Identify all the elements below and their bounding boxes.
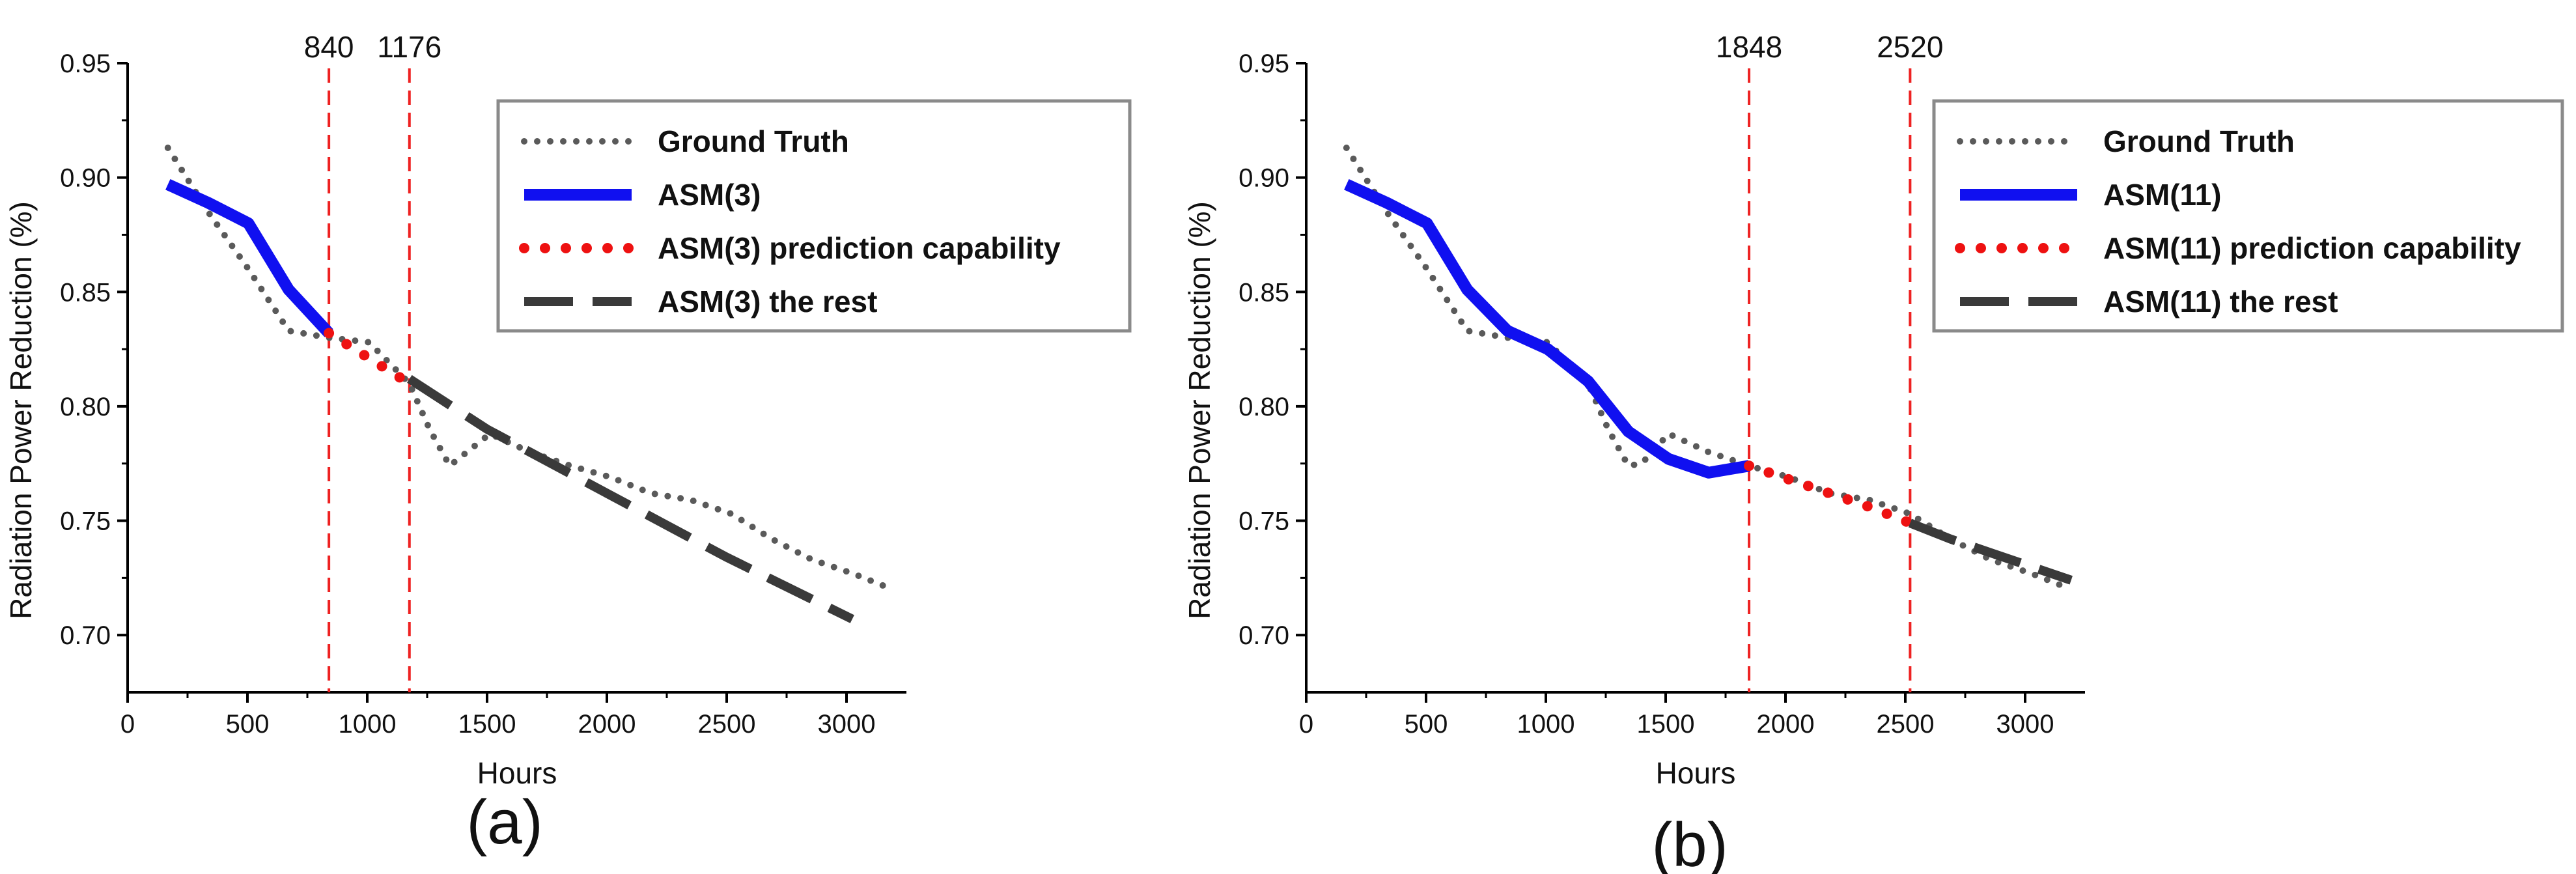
y-tick-label: 0.75 [60, 507, 111, 536]
series-line-dotted-red [324, 328, 415, 389]
series-line-dashed-dark [406, 374, 854, 623]
x-tick-label: 2500 [698, 710, 756, 739]
legend-label: Ground Truth [2103, 124, 2295, 158]
series-line-solid-blue [165, 179, 333, 337]
y-tick-label: 0.70 [60, 621, 111, 650]
x-tick-label: 0 [1299, 710, 1313, 739]
chart-a: 0 500 1000 1500 2000 2500 3000 0.70 0.75 0.80 0.85… [4, 30, 1132, 857]
panel-label: (b) [1651, 810, 1728, 874]
reference-line-label: 840 [304, 30, 354, 64]
series-line-dotted-red [1744, 460, 1916, 529]
reference-line-label: 2520 [1877, 30, 1943, 64]
reference-line-label: 1176 [377, 30, 441, 64]
x-tick-label: 3000 [1996, 710, 2054, 739]
series-line-dotted-gray [164, 145, 896, 593]
y-axis-title: Radiation Power Reduction (%) [1183, 201, 1216, 619]
x-axis-title: Hours [477, 756, 557, 790]
y-tick-label: 0.90 [1239, 164, 1289, 193]
x-tick-label: 500 [1405, 710, 1448, 739]
x-tick-label: 2000 [1757, 710, 1815, 739]
legend-label: ASM(11) the rest [2103, 285, 2338, 318]
y-tick-label: 0.95 [1239, 49, 1289, 78]
chart-b: 0 500 1000 1500 2000 2500 3000 0.70 0.75 0.80 0.85… [1183, 30, 2564, 874]
legend-label: ASM(11) [2103, 178, 2221, 212]
x-tick-label: 2500 [1877, 710, 1935, 739]
legend-label: ASM(3) the rest [658, 285, 877, 318]
x-axis-title: Hours [1656, 756, 1736, 790]
series-line-dashed-dark [1908, 518, 2073, 585]
y-tick-label: 0.95 [60, 49, 111, 78]
y-tick-label: 0.90 [60, 164, 111, 193]
y-tick-label: 0.70 [1239, 621, 1289, 650]
x-tick-label: 1500 [458, 710, 516, 739]
x-tick-label: 1000 [1517, 710, 1575, 739]
legend-label: ASM(3) prediction capability [658, 231, 1061, 265]
x-tick-label: 2000 [578, 710, 636, 739]
y-tick-label: 0.75 [1239, 507, 1289, 536]
y-tick-label: 0.85 [1239, 278, 1289, 307]
y-tick-label: 0.80 [1239, 393, 1289, 421]
x-tick-label: 500 [226, 710, 270, 739]
y-axis-title: Radiation Power Reduction (%) [4, 201, 38, 619]
y-tick-label: 0.80 [60, 393, 111, 421]
legend-label: Ground Truth [658, 124, 849, 158]
series-line-solid-blue [1344, 179, 1750, 479]
reference-line-label: 1848 [1716, 30, 1782, 64]
x-tick-label: 1000 [339, 710, 397, 739]
panel-label: (a) [466, 787, 542, 857]
legend-label: ASM(3) [658, 178, 761, 212]
x-tick-label: 3000 [818, 710, 876, 739]
x-tick-label: 1500 [1637, 710, 1695, 739]
x-tick-label: 0 [120, 710, 135, 739]
y-tick-label: 0.85 [60, 278, 111, 307]
legend-label: ASM(11) prediction capability [2103, 231, 2521, 265]
series-line-dotted-gray [1343, 145, 2075, 593]
